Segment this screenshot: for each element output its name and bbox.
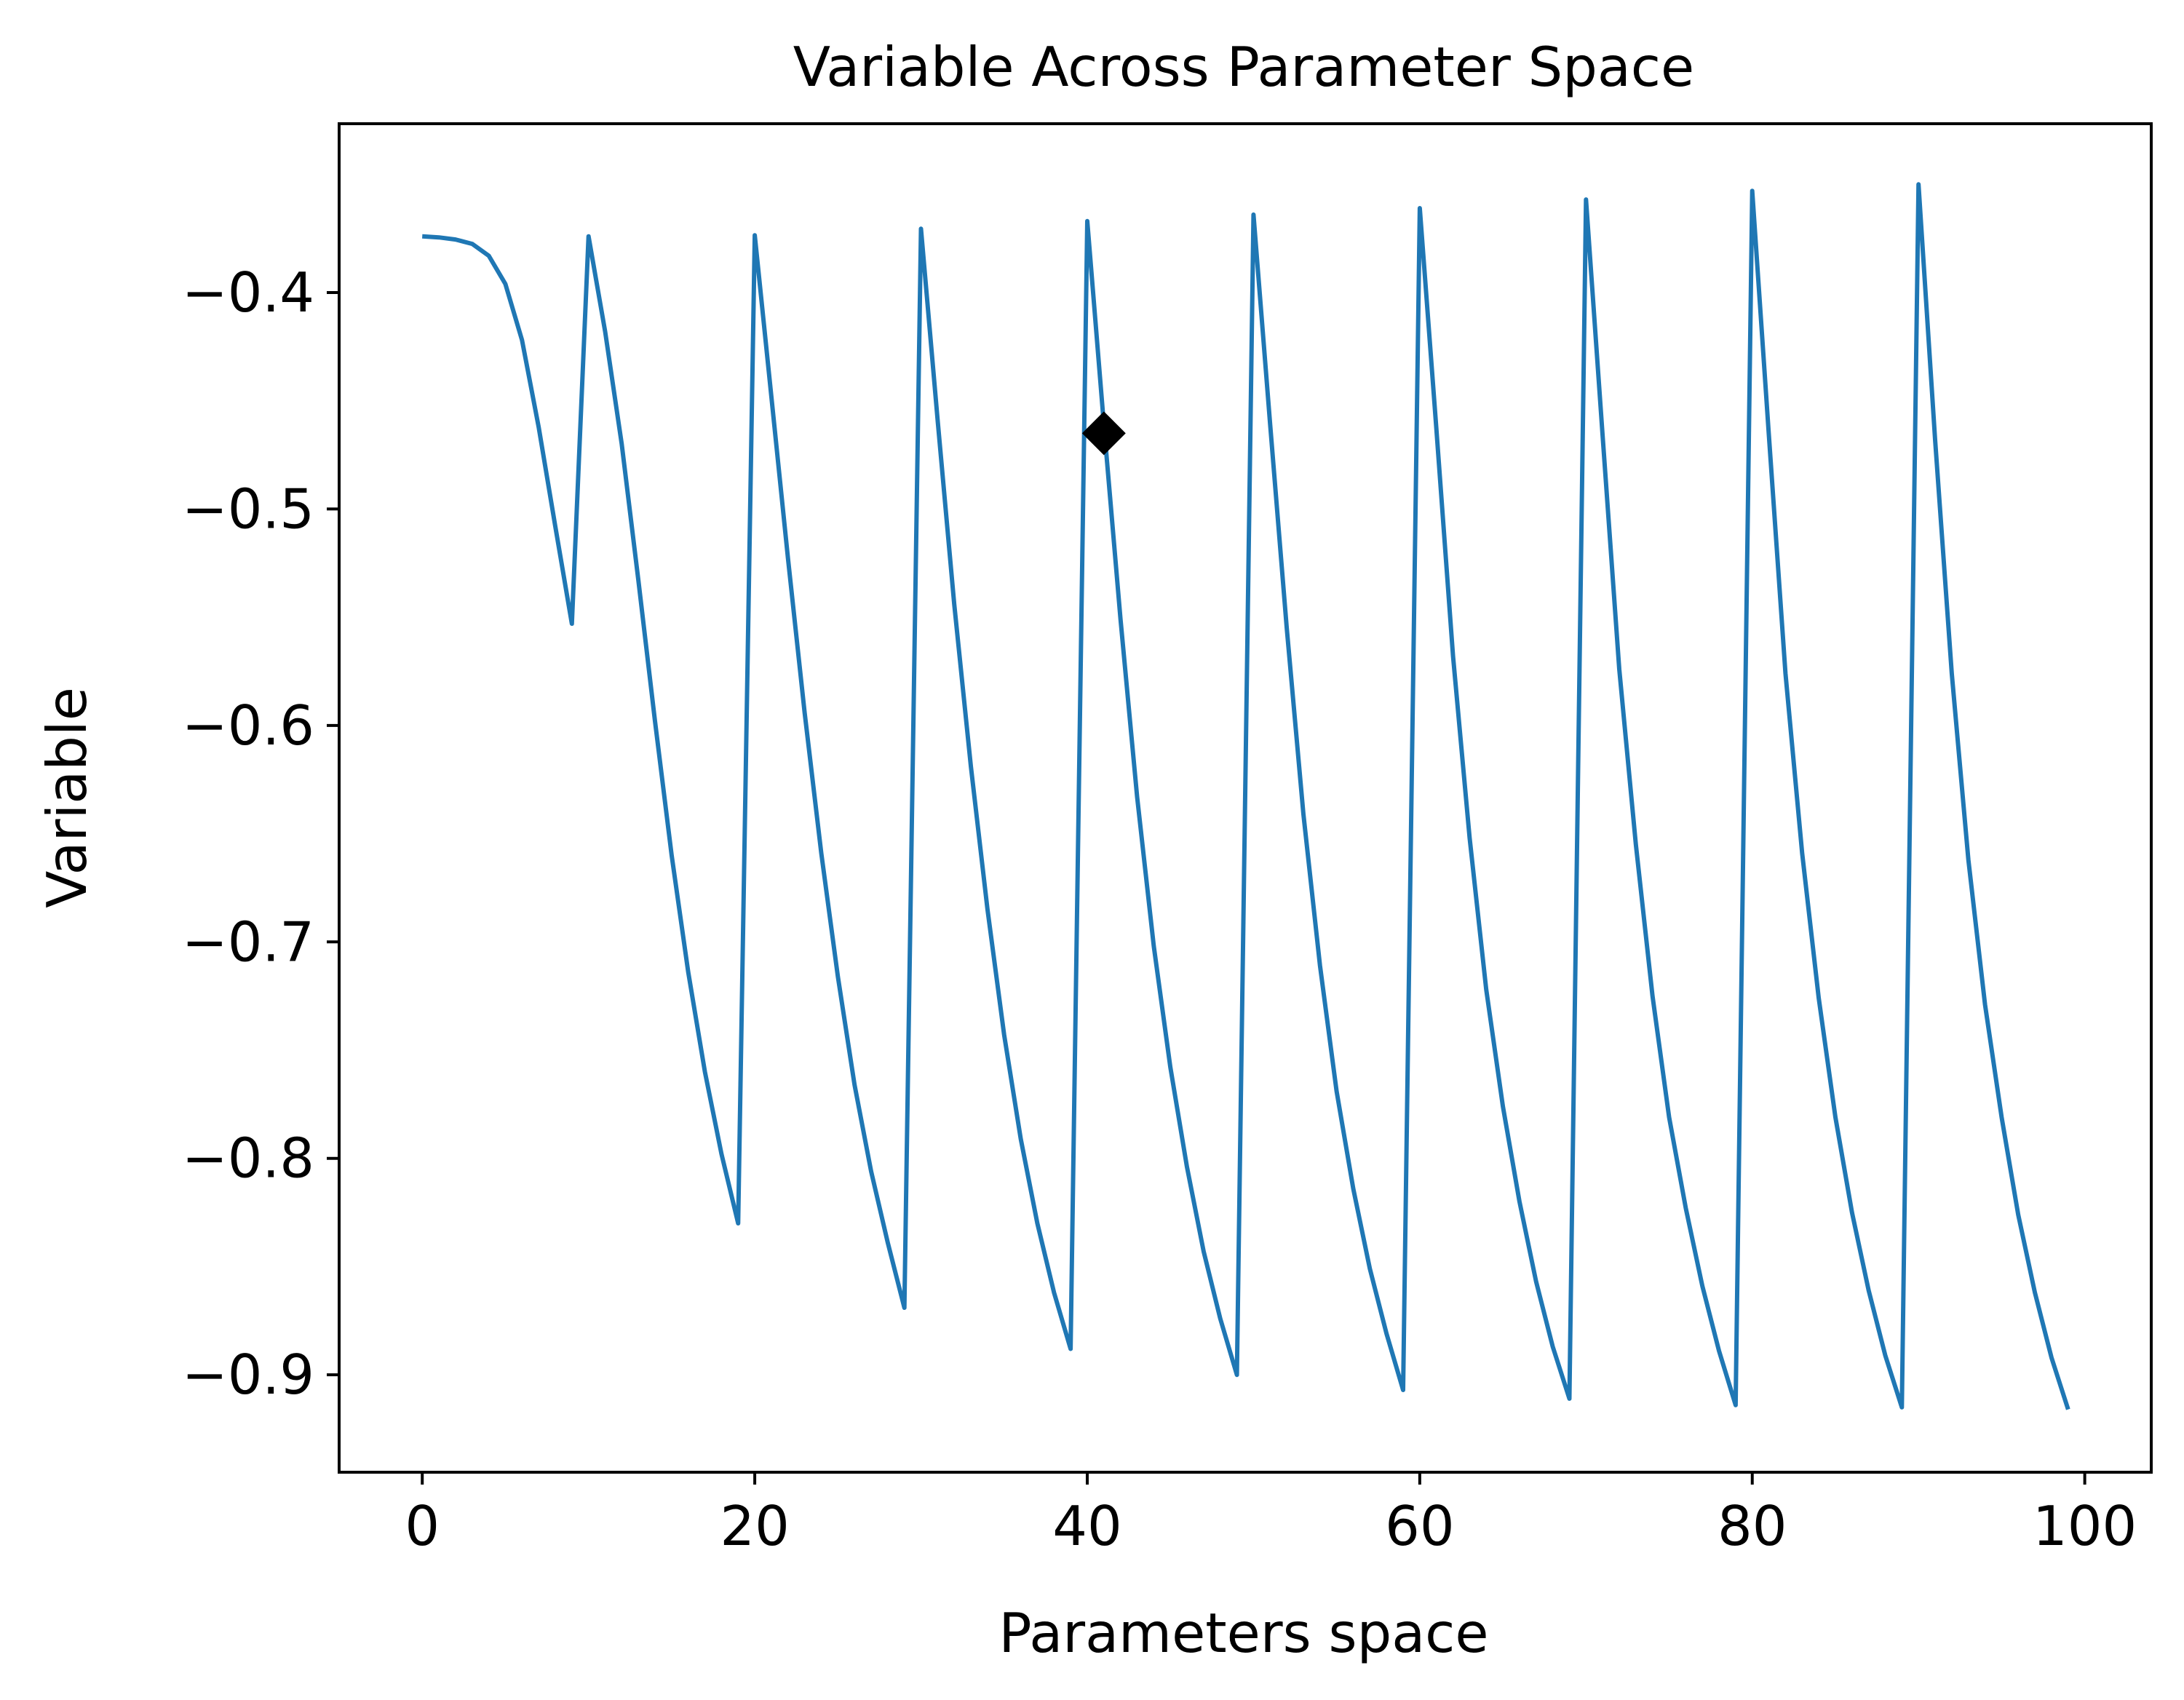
x-axis-ticks: 0 20 40 60 80 100 [405, 1472, 2137, 1558]
y-tick-label: −0.9 [182, 1343, 314, 1407]
y-tick-label: −0.7 [182, 910, 314, 974]
y-tick-label: −0.6 [182, 694, 314, 758]
series-line [422, 182, 2070, 1410]
x-tick-label: 20 [720, 1494, 789, 1558]
x-tick-label: 60 [1385, 1494, 1454, 1558]
x-axis-label: Parameters space [998, 1601, 1488, 1665]
y-tick-label: −0.4 [182, 261, 314, 325]
y-axis-ticks: −0.4 −0.5 −0.6 −0.7 −0.8 −0.9 [182, 261, 339, 1407]
x-tick-label: 40 [1052, 1494, 1121, 1558]
plot-frame [338, 122, 2153, 1474]
x-tick-label: 100 [2033, 1494, 2137, 1558]
y-tick-label: −0.8 [182, 1127, 314, 1191]
chart-title: Variable Across Parameter Space [793, 35, 1694, 99]
x-tick-label: 80 [1718, 1494, 1787, 1558]
y-tick-label: −0.5 [182, 477, 314, 541]
x-tick-label: 0 [405, 1494, 440, 1558]
highlight-diamond-marker [1081, 411, 1126, 456]
series-layer [422, 182, 2070, 1410]
marker-layer [1081, 411, 1126, 456]
y-axis-label: Variable [35, 687, 99, 908]
